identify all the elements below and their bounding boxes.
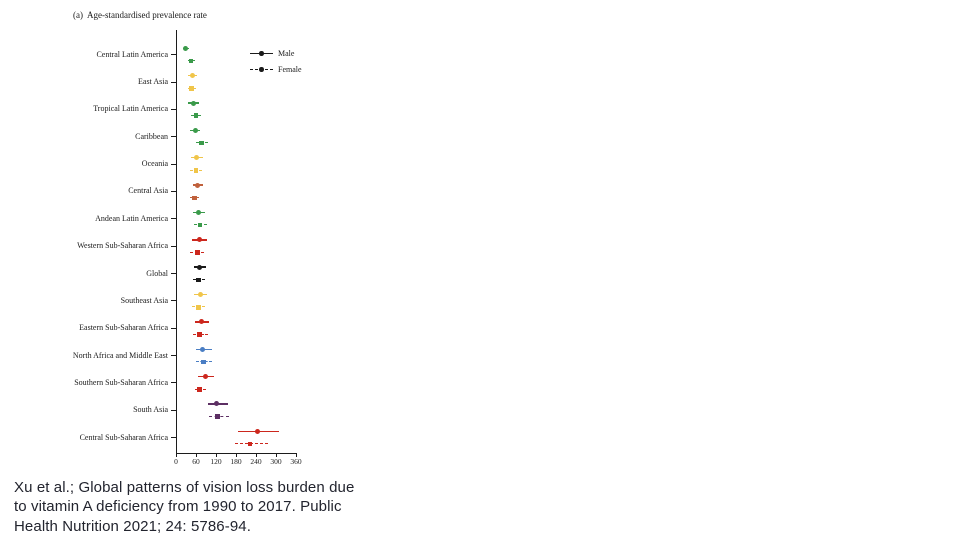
region-label: Eastern Sub-Saharan Africa	[79, 323, 168, 333]
male-marker	[214, 401, 220, 407]
male-marker	[200, 346, 206, 352]
region-tick	[171, 355, 176, 357]
female-marker	[193, 168, 199, 173]
citation: Xu et al.; Global patterns of vision los…	[14, 478, 434, 536]
male-marker	[190, 100, 196, 106]
female-marker	[201, 359, 206, 365]
female-marker	[197, 332, 202, 337]
region-tick	[171, 327, 176, 329]
x-tick-label: 0	[174, 457, 178, 466]
x-tick-label: 240	[250, 457, 262, 466]
x-tick-label: 60	[192, 457, 200, 466]
region-label: East Asia	[138, 77, 168, 86]
x-tick-label: 120	[210, 457, 222, 466]
male-marker	[192, 127, 198, 133]
male-marker	[190, 73, 196, 79]
region-label: Central Latin America	[96, 49, 168, 59]
x-tick-label: 300	[270, 457, 282, 466]
male-marker	[202, 374, 208, 380]
legend-male-marker-icon	[259, 51, 264, 56]
female-marker	[192, 195, 197, 201]
region-label: North Africa and Middle East	[72, 350, 168, 360]
region-tick	[171, 409, 176, 411]
female-marker	[247, 441, 253, 447]
region-tick	[171, 382, 176, 384]
citation-line: Health Nutrition 2021; 24: 5786-94.	[14, 517, 251, 535]
female-marker	[195, 250, 200, 255]
region-tick	[171, 136, 176, 138]
citation-line: Xu et al.; Global patterns of vision los…	[14, 479, 355, 496]
male-marker	[196, 264, 202, 270]
female-marker	[215, 414, 220, 419]
region-tick	[171, 273, 176, 275]
female-marker	[197, 222, 203, 228]
region-label: Oceania	[141, 159, 168, 169]
region-tick	[171, 300, 176, 302]
region-label: Central Asia	[128, 186, 168, 196]
x-tick	[236, 453, 237, 457]
region-tick	[171, 81, 176, 83]
x-tick-label: 360	[290, 457, 302, 466]
region-tick	[171, 163, 176, 165]
region-label: Global	[146, 268, 168, 278]
x-tick	[196, 453, 197, 457]
male-marker	[255, 428, 261, 434]
region-tick	[171, 190, 176, 192]
region-label: Southeast Asia	[120, 295, 168, 305]
region-label: Andean Latin America	[95, 213, 168, 223]
region-tick	[171, 218, 176, 220]
male-marker	[197, 292, 203, 298]
y-axis-line	[176, 30, 177, 453]
region-tick	[171, 108, 176, 110]
male-marker	[195, 209, 201, 215]
female-marker	[189, 86, 194, 91]
female-marker	[197, 387, 202, 392]
female-marker	[196, 277, 201, 283]
figure-title: (a) Age-standardised prevalence rate	[73, 10, 207, 20]
region-tick	[171, 54, 176, 56]
x-tick-label: 180	[230, 457, 242, 466]
region-tick	[171, 245, 176, 247]
female-marker	[193, 113, 199, 118]
male-marker	[194, 155, 200, 161]
x-tick	[256, 453, 257, 457]
region-label: Southern Sub-Saharan Africa	[74, 377, 168, 387]
legend: Male Female	[248, 46, 338, 78]
male-marker	[196, 237, 202, 243]
legend-female-marker-icon	[259, 67, 264, 72]
female-marker	[199, 140, 204, 146]
x-tick	[176, 453, 177, 457]
female-marker	[188, 58, 194, 64]
region-label: Caribbean	[135, 131, 168, 141]
citation-line: to vitamin A deficiency from 1990 to 201…	[14, 498, 342, 516]
male-marker	[183, 45, 189, 51]
region-label: South Asia	[133, 405, 168, 415]
region-label: Western Sub-Saharan Africa	[77, 241, 168, 251]
female-marker	[196, 304, 201, 310]
region-label: Central Sub-Saharan Africa	[79, 432, 168, 442]
region-tick	[171, 437, 176, 439]
male-marker	[198, 319, 204, 325]
legend-female-label: Female	[278, 65, 302, 74]
x-tick	[276, 453, 277, 457]
x-tick	[296, 453, 297, 457]
x-tick	[216, 453, 217, 457]
male-marker	[195, 182, 201, 188]
legend-male-label: Male	[278, 49, 295, 58]
region-label: Tropical Latin America	[93, 104, 168, 114]
